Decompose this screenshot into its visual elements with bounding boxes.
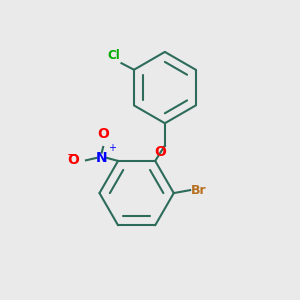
Text: O: O bbox=[67, 153, 79, 167]
Text: Br: Br bbox=[191, 184, 207, 196]
Text: O: O bbox=[154, 145, 166, 159]
Text: O: O bbox=[97, 127, 109, 141]
Text: N: N bbox=[96, 151, 107, 165]
Text: +: + bbox=[108, 142, 116, 153]
Text: −: − bbox=[67, 148, 77, 161]
Text: Cl: Cl bbox=[107, 49, 120, 62]
